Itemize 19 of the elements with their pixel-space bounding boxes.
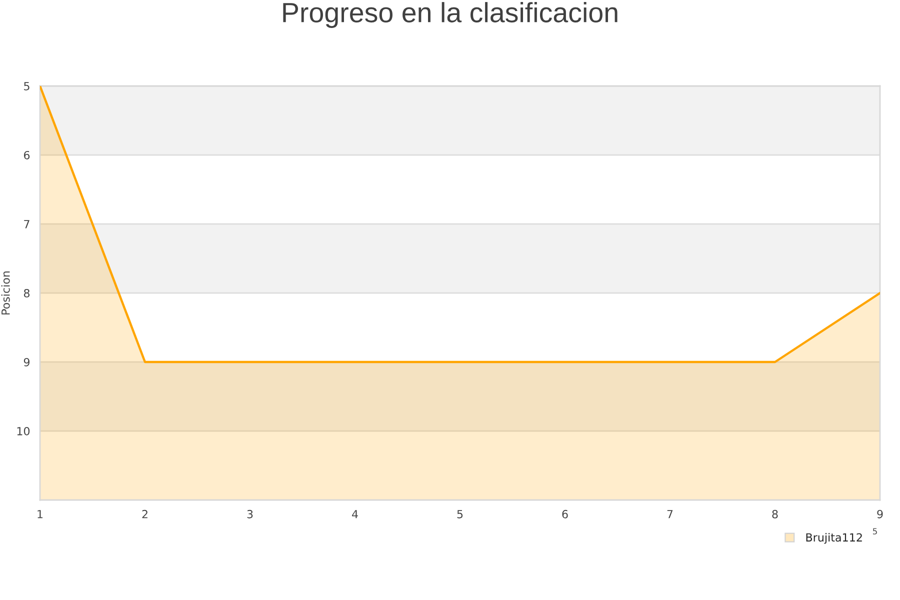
y-tick-label: 6 xyxy=(24,150,30,160)
legend-label: Brujita112 xyxy=(806,533,862,544)
x-tick-label: 7 xyxy=(667,510,673,518)
y-tick-label: 5 xyxy=(24,82,30,90)
x-tick-label: 5 xyxy=(457,510,463,518)
x-tick-label: 3 xyxy=(247,510,253,518)
y-axis-title: Posicion xyxy=(1,271,10,314)
y-tick-label: 7 xyxy=(24,220,30,228)
x-tick-label: 4 xyxy=(352,510,358,518)
x-tick-label: 1 xyxy=(38,510,43,518)
y-tick-label: 8 xyxy=(24,288,30,298)
x-tick-label: 8 xyxy=(772,510,778,518)
y-tick-label: 10 xyxy=(17,426,30,436)
x-tick-label: 2 xyxy=(142,510,148,518)
text: 5 xyxy=(872,528,877,534)
y-tick-label: 9 xyxy=(24,358,30,366)
chart-title: Progreso en la clasificacion xyxy=(283,2,618,28)
x-tick-label: 9 xyxy=(877,510,883,518)
x-tick-label: 6 xyxy=(562,510,568,518)
